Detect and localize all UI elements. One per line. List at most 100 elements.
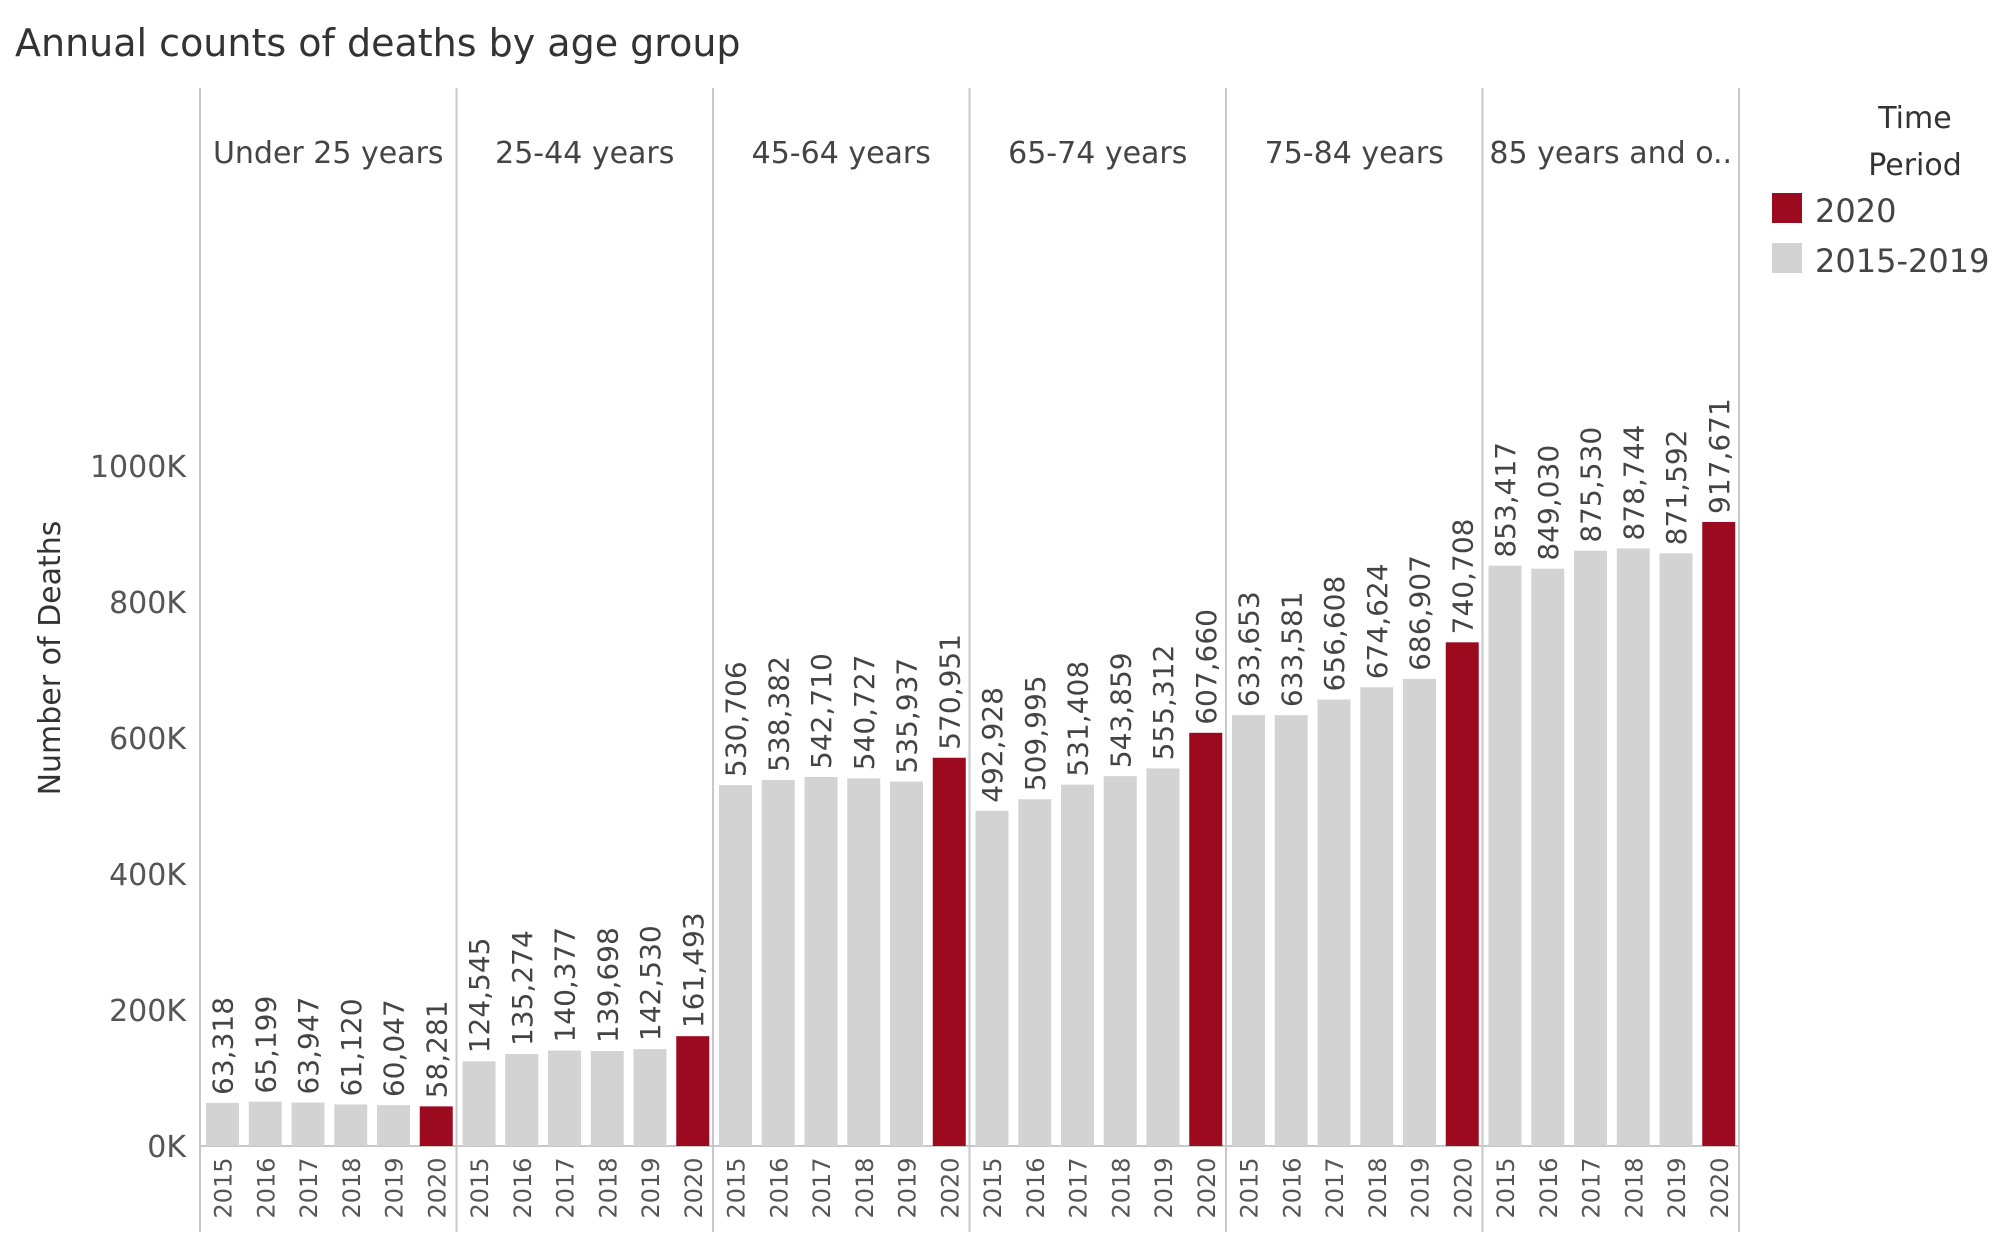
bar [975, 810, 1009, 1146]
bar [1018, 799, 1052, 1146]
data-label: 607,660 [1190, 609, 1223, 725]
year-tick-label: 2018 [594, 1157, 622, 1218]
data-label: 61,120 [335, 998, 368, 1096]
bar [206, 1102, 239, 1146]
year-tick-label: 2019 [1150, 1157, 1178, 1218]
bar [590, 1051, 624, 1146]
bar [1488, 565, 1522, 1146]
data-label: 570,951 [933, 634, 966, 750]
year-tick-label: 2017 [295, 1157, 323, 1218]
year-tick-label: 2017 [808, 1157, 836, 1218]
data-label: 142,530 [634, 925, 667, 1041]
y-tick-label: 0K [147, 1130, 187, 1165]
year-tick-label: 2019 [894, 1157, 922, 1218]
year-tick-label: 2017 [552, 1157, 580, 1218]
bar [1445, 642, 1479, 1146]
bar [1103, 776, 1137, 1146]
bar [1274, 715, 1308, 1146]
y-tick-label: 1000K [90, 450, 187, 485]
data-label: 531,408 [1062, 661, 1095, 777]
bar [1702, 521, 1736, 1146]
legend-swatch-2020 [1772, 193, 1802, 223]
year-tick-label: 2016 [765, 1157, 793, 1218]
data-label: 674,624 [1361, 563, 1394, 679]
bar [1659, 553, 1693, 1146]
data-label: 538,382 [762, 656, 795, 772]
bar [1403, 678, 1436, 1146]
data-label: 492,928 [976, 687, 1009, 803]
bar [1360, 687, 1394, 1146]
data-label: 875,530 [1575, 427, 1608, 543]
data-label: 871,592 [1660, 430, 1693, 546]
bar [1146, 768, 1180, 1146]
bar [377, 1105, 410, 1146]
data-label: 540,727 [848, 655, 881, 771]
year-tick-label: 2015 [979, 1157, 1007, 1218]
year-tick-label: 2020 [680, 1157, 708, 1218]
data-label: 853,417 [1489, 442, 1522, 558]
legend-label-2015-2019: 2015-2019 [1815, 242, 1989, 280]
bar [1531, 568, 1565, 1146]
year-tick-label: 2016 [509, 1157, 537, 1218]
plot-area: 0K 200K 400K 600K 800K 1000K Under 25 years 63,… [90, 88, 1740, 1232]
year-tick-label: 2019 [1663, 1157, 1691, 1218]
y-tick-label: 400K [109, 858, 187, 893]
data-label: 60,047 [378, 999, 411, 1097]
year-tick-label: 2015 [1236, 1157, 1264, 1218]
bar [719, 785, 752, 1146]
data-label: 63,947 [292, 997, 325, 1095]
legend-label-2020: 2020 [1815, 192, 1896, 230]
year-tick-label: 2020 [936, 1157, 964, 1218]
data-label: 135,274 [506, 930, 539, 1046]
year-tick-label: 2019 [381, 1157, 409, 1218]
legend: Time Period 2020 2015-2019 [1772, 101, 1989, 280]
data-label: 161,493 [677, 912, 710, 1028]
year-tick-label: 2018 [1107, 1157, 1135, 1218]
year-tick-label: 2018 [851, 1157, 879, 1218]
data-label: 849,030 [1532, 445, 1565, 561]
year-tick-label: 2015 [1492, 1157, 1520, 1218]
y-tick-label: 800K [109, 586, 187, 621]
panel-label: 75-84 years [1265, 136, 1444, 171]
data-label: 878,744 [1617, 425, 1650, 541]
year-tick-label: 2015 [723, 1157, 751, 1218]
data-label: 124,545 [463, 938, 496, 1054]
bar [804, 776, 838, 1146]
year-tick-label: 2015 [466, 1157, 494, 1218]
year-tick-label: 2016 [1022, 1157, 1050, 1218]
year-tick-label: 2020 [423, 1157, 451, 1218]
panel-label: 85 years and o.. [1489, 136, 1732, 171]
data-label: 633,653 [1233, 591, 1266, 707]
year-tick-label: 2020 [1706, 1157, 1734, 1218]
data-label: 530,706 [720, 661, 753, 777]
bar [1317, 699, 1351, 1146]
bar [419, 1106, 453, 1146]
data-label: 633,581 [1275, 591, 1308, 707]
year-tick-label: 2016 [1278, 1157, 1306, 1218]
bar [334, 1104, 368, 1146]
chart-title: Annual counts of deaths by age group [15, 21, 741, 65]
y-tick-label: 200K [109, 994, 187, 1029]
bar [761, 779, 795, 1146]
year-tick-label: 2018 [338, 1157, 366, 1218]
data-label: 535,937 [891, 658, 924, 774]
panel-label: Under 25 years [213, 136, 444, 171]
data-label: 740,708 [1446, 519, 1479, 635]
bar [847, 778, 881, 1146]
year-tick-label: 2017 [1065, 1157, 1093, 1218]
data-label: 542,710 [805, 653, 838, 769]
legend-title-line2: Period [1868, 148, 1962, 183]
bar [633, 1049, 667, 1146]
year-tick-label: 2018 [1620, 1157, 1648, 1218]
bar [1232, 715, 1265, 1146]
panel-label: 65-74 years [1008, 136, 1187, 171]
year-tick-label: 2015 [210, 1157, 238, 1218]
bar [932, 757, 966, 1146]
bar [890, 781, 923, 1146]
year-tick-label: 2017 [1321, 1157, 1349, 1218]
bar [1189, 732, 1223, 1146]
bar [1616, 548, 1650, 1146]
year-tick-label: 2018 [1364, 1157, 1392, 1218]
y-tick-label: 600K [109, 722, 187, 757]
